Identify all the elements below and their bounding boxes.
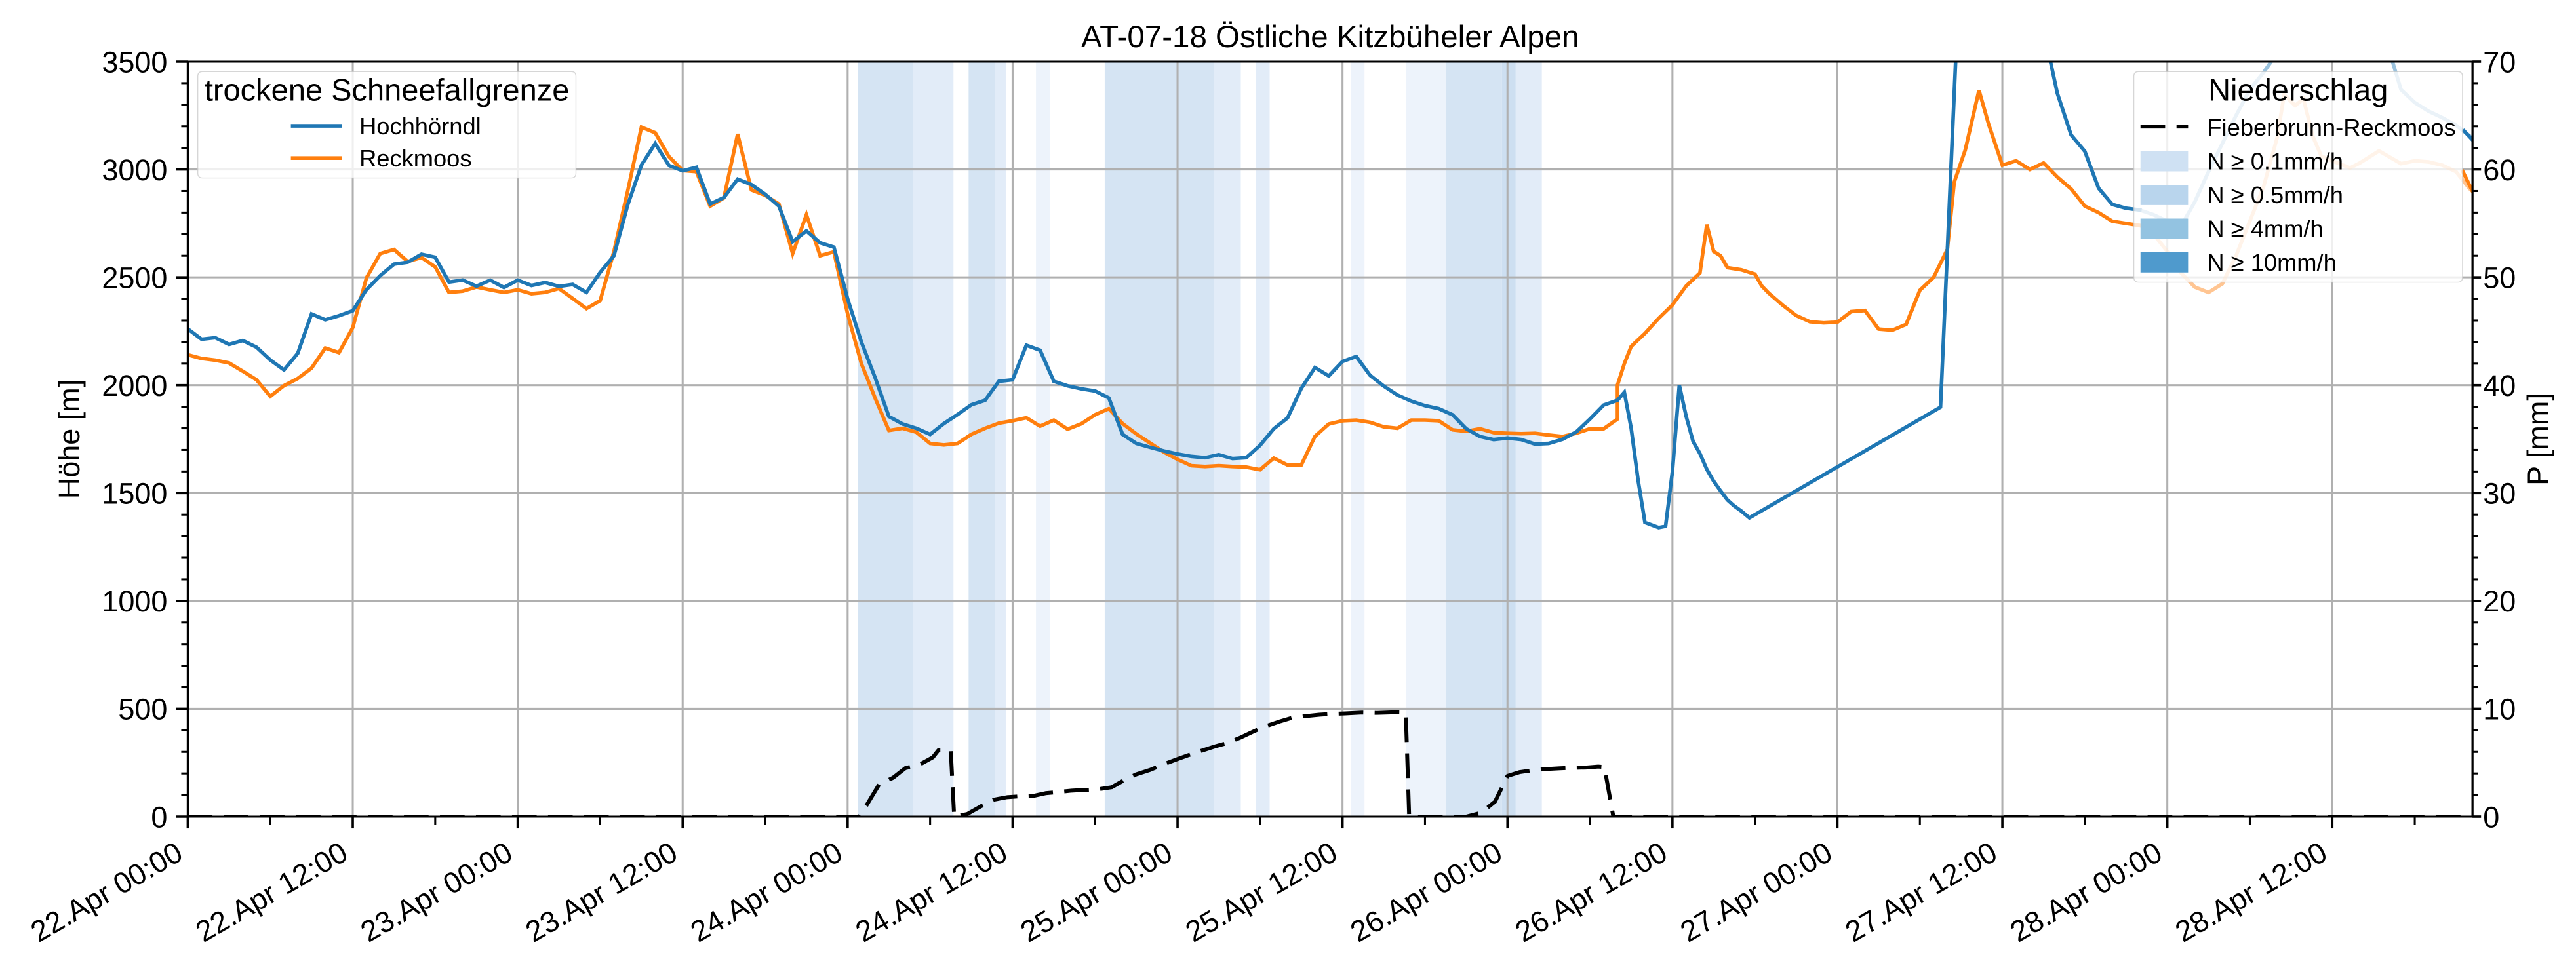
svg-text:Fieberbrunn-Reckmoos: Fieberbrunn-Reckmoos (2207, 114, 2455, 141)
svg-text:Hochhörndl: Hochhörndl (359, 113, 481, 140)
svg-text:1000: 1000 (102, 585, 167, 618)
svg-text:N ≥ 4mm/h: N ≥ 4mm/h (2207, 215, 2323, 242)
svg-text:1500: 1500 (102, 477, 167, 511)
svg-text:3000: 3000 (102, 153, 167, 187)
svg-text:10: 10 (2483, 693, 2516, 726)
svg-text:N ≥ 10mm/h: N ≥ 10mm/h (2207, 249, 2336, 276)
svg-text:Reckmoos: Reckmoos (359, 145, 471, 172)
svg-text:2500: 2500 (102, 261, 167, 294)
svg-text:N ≥ 0.5mm/h: N ≥ 0.5mm/h (2207, 182, 2343, 208)
svg-text:20: 20 (2483, 585, 2516, 618)
svg-text:3500: 3500 (102, 45, 167, 79)
svg-text:30: 30 (2483, 477, 2516, 511)
svg-text:2000: 2000 (102, 369, 167, 402)
svg-text:0: 0 (2483, 800, 2499, 834)
svg-text:Höhe [m]: Höhe [m] (52, 379, 86, 499)
svg-text:50: 50 (2483, 261, 2516, 294)
svg-text:AT-07-18 Östliche Kitzbüheler: AT-07-18 Östliche Kitzbüheler Alpen (1081, 20, 1579, 54)
svg-text:500: 500 (118, 693, 167, 726)
svg-text:60: 60 (2483, 153, 2516, 187)
svg-text:0: 0 (151, 800, 167, 834)
svg-text:70: 70 (2483, 45, 2516, 79)
svg-text:P [mm]: P [mm] (2522, 393, 2555, 486)
svg-text:40: 40 (2483, 369, 2516, 402)
svg-text:Niederschlag: Niederschlag (2208, 72, 2388, 107)
svg-text:N ≥ 0.1mm/h: N ≥ 0.1mm/h (2207, 148, 2343, 175)
svg-text:trockene Schneefallgrenze: trockene Schneefallgrenze (205, 72, 570, 107)
